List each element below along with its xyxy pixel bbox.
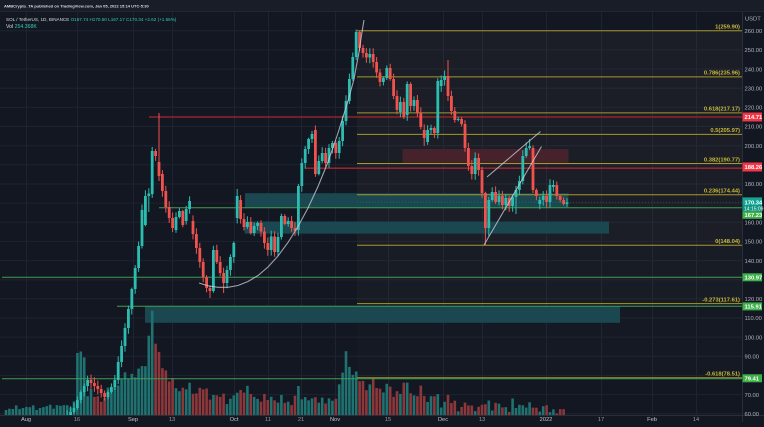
svg-text:21: 21: [298, 417, 304, 422]
svg-text:0(148.04): 0(148.04): [715, 239, 740, 245]
svg-text:170.34: 170.34: [745, 201, 764, 207]
svg-text:160.00: 160.00: [745, 221, 763, 227]
svg-text:13: 13: [169, 417, 175, 422]
svg-text:0.786(235.96): 0.786(235.96): [704, 71, 740, 77]
svg-text:120.00: 120.00: [745, 297, 763, 303]
svg-text:0.5(205.97): 0.5(205.97): [710, 128, 740, 134]
svg-text:USDT: USDT: [745, 16, 761, 22]
svg-text:-0.618(78.51): -0.618(78.51): [705, 372, 740, 378]
svg-text:13: 13: [479, 417, 485, 422]
svg-text:1(259.90): 1(259.90): [715, 25, 740, 31]
svg-text:214.71: 214.71: [745, 115, 764, 121]
svg-text:SOL / TetherUS, 1D, BINANCE O1: SOL / TetherUS, 1D, BINANCE O167.74 H170…: [6, 17, 177, 22]
svg-text:11: 11: [265, 417, 271, 422]
svg-text:Nov: Nov: [330, 417, 340, 422]
svg-text:70.00: 70.00: [745, 393, 760, 399]
svg-text:250.00: 250.00: [745, 48, 763, 54]
svg-text:Oct: Oct: [230, 417, 239, 422]
svg-text:AMBCrypto_TA published on Trad: AMBCrypto_TA published on TradingView.co…: [4, 4, 149, 9]
svg-text:0.618(217.17): 0.618(217.17): [704, 107, 740, 113]
svg-text:Vol 254.368K: Vol 254.368K: [6, 24, 37, 30]
svg-text:Aug: Aug: [21, 417, 31, 422]
svg-text:15: 15: [385, 417, 391, 422]
svg-text:180.00: 180.00: [745, 182, 763, 188]
svg-text:2022: 2022: [540, 417, 553, 422]
svg-text:220.00: 220.00: [745, 106, 763, 112]
svg-text:Feb: Feb: [647, 417, 657, 422]
svg-text:Dec: Dec: [438, 417, 448, 422]
svg-text:17: 17: [598, 417, 604, 422]
svg-text:0.382(190.77): 0.382(190.77): [704, 157, 740, 163]
svg-text:210.00: 210.00: [745, 125, 763, 131]
svg-text:60.00: 60.00: [745, 412, 760, 418]
svg-text:188.26: 188.26: [745, 165, 764, 171]
svg-text:230.00: 230.00: [745, 86, 763, 92]
svg-text:200.00: 200.00: [745, 144, 763, 150]
svg-text:240.00: 240.00: [745, 67, 763, 73]
svg-text:100.00: 100.00: [745, 335, 763, 341]
svg-text:115.91: 115.91: [745, 305, 763, 311]
svg-text:14: 14: [693, 417, 699, 422]
svg-text:0.236(174.44): 0.236(174.44): [704, 189, 740, 195]
svg-text:-0.273(117.61): -0.273(117.61): [702, 297, 740, 303]
svg-text:Sep: Sep: [128, 417, 138, 422]
svg-text:140.00: 140.00: [745, 259, 763, 265]
svg-text:260.00: 260.00: [745, 29, 763, 35]
svg-text:167.23: 167.23: [745, 213, 764, 219]
svg-text:150.00: 150.00: [745, 240, 763, 246]
svg-text:79.41: 79.41: [745, 377, 760, 383]
svg-text:14:15:09: 14:15:09: [744, 206, 764, 212]
svg-text:130.97: 130.97: [745, 276, 763, 282]
svg-text:90.00: 90.00: [745, 355, 760, 361]
svg-text:16: 16: [74, 417, 80, 422]
svg-text:110.00: 110.00: [745, 316, 762, 322]
